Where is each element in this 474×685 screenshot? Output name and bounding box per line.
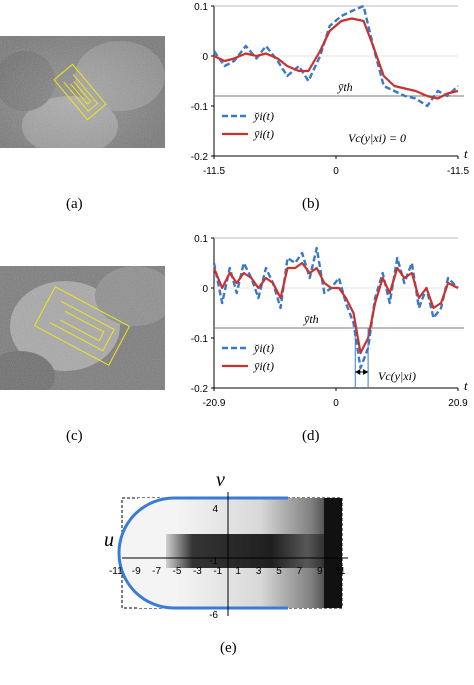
x-tick-label: -20.9 <box>203 398 226 409</box>
caption-e: (e) <box>220 640 237 656</box>
legend-label-solid: ȳi(t) <box>253 359 274 373</box>
bracket-arrowheads <box>355 369 369 375</box>
u-shape-outline <box>117 496 288 610</box>
e-y-tick-label: -1 <box>209 556 218 567</box>
series-solid-line <box>213 17 459 100</box>
y-tick-label: 0 <box>202 52 208 63</box>
chart-b: 0.1 0 -0.1 -0.2 -11.5 0 -11.5 t ȳth y̆i(t) ȳi(t) Vc… <box>191 2 470 177</box>
y-tick-label: -0.1 <box>191 102 209 113</box>
e-x-tick-label: -11 <box>109 566 123 577</box>
legend-label-dashed: y̆i(t) <box>253 341 274 355</box>
caption-c: (c) <box>66 428 83 444</box>
y-tick-label: -0.1 <box>191 334 209 345</box>
caption-a: (a) <box>66 196 83 212</box>
threshold-label: ȳth <box>303 312 319 326</box>
y-tick-label: 0.1 <box>194 234 208 245</box>
e-x-tick-label: 7 <box>297 566 303 577</box>
annotation-text: Vc(y|xi) = 0 <box>348 131 406 145</box>
x-tick-label: -11.5 <box>203 166 225 177</box>
y-tick-label: 0 <box>202 284 208 295</box>
e-x-tick-label: 3 <box>256 566 262 577</box>
e-x-tick-label: -3 <box>193 566 202 577</box>
x-tick-label: 0 <box>333 398 339 409</box>
e-x-tick-label: 11 <box>335 566 346 577</box>
e-x-tick-label: 5 <box>276 566 282 577</box>
e-x-tick-label: -9 <box>132 566 141 577</box>
e-x-tick-label: 9 <box>317 566 323 577</box>
y-tick-label: -0.2 <box>191 384 209 395</box>
inner-dark-band <box>166 534 342 568</box>
legend-label-dashed: y̆i(t) <box>253 109 274 123</box>
series-solid-line <box>212 261 459 355</box>
image-c-svg <box>0 266 165 390</box>
image-c <box>0 266 165 390</box>
dark-end-strip <box>324 498 342 608</box>
legend-label-solid: ȳi(t) <box>253 127 274 141</box>
series-dashed-line <box>213 4 459 108</box>
diagram-e: -11 -9 -7 -5 -3 -1 1 3 5 7 9 114-1-6 u v <box>104 469 348 621</box>
v-axis-label: v <box>216 469 225 491</box>
e-x-tick-label: -7 <box>152 566 161 577</box>
x-axis-label: t <box>464 378 468 393</box>
chart-d: 0.1 0 -0.1 -0.2 -20.9 0 20.9 t ȳth y̆i(t) ȳi(t) Vc(… <box>191 234 468 409</box>
x-tick-label: -11.5 <box>447 166 469 177</box>
e-x-tick-label: -5 <box>173 566 182 577</box>
e-x-tick-label: -1 <box>213 566 222 577</box>
x-tick-label: 0 <box>333 166 339 177</box>
image-a <box>0 36 165 148</box>
series-dashed-line <box>212 246 459 370</box>
y-tick-label: -0.2 <box>191 152 209 163</box>
annotation-text: Vc(y|xi) <box>378 369 416 383</box>
image-a-svg <box>0 36 165 148</box>
gradient-cap <box>119 498 174 608</box>
y-tick-label: 0.1 <box>194 2 208 13</box>
caption-b: (b) <box>302 196 320 212</box>
e-y-tick-label: -6 <box>209 610 218 621</box>
e-y-tick-label: 4 <box>212 504 218 515</box>
x-tick-label: 20.9 <box>448 398 468 409</box>
e-x-tick-label: 1 <box>235 566 241 577</box>
u-axis-label: u <box>104 529 114 551</box>
caption-d: (d) <box>302 428 320 444</box>
threshold-label: ȳth <box>337 80 353 94</box>
x-axis-label: t <box>464 146 468 161</box>
